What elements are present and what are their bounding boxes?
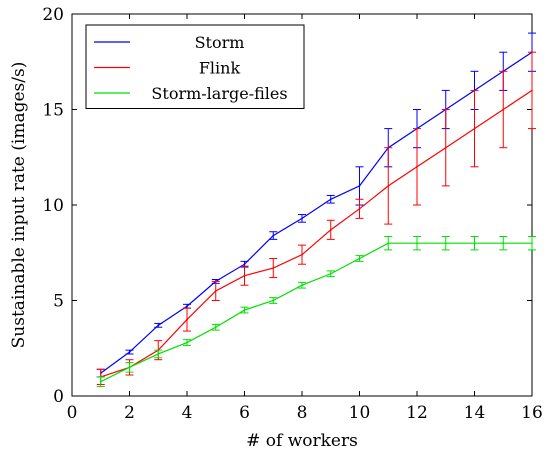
data-point: [157, 324, 160, 327]
series-flink: [96, 51, 536, 386]
data-point: [301, 284, 303, 287]
data-point: [329, 229, 332, 231]
data-point: [416, 242, 418, 244]
legend-label: Storm-large-files: [151, 84, 287, 103]
data-point: [243, 309, 246, 311]
data-point: [329, 198, 332, 201]
series-line: [100, 51, 533, 374]
x-axis-label: # of workers: [246, 431, 358, 451]
y-axis-label: Sustainable input rate (images/s): [9, 62, 29, 349]
data-point: [214, 290, 217, 292]
x-tick-label: 14: [464, 403, 486, 423]
y-tick-label: 20: [42, 5, 64, 25]
data-point: [531, 242, 533, 244]
data-point: [416, 166, 418, 168]
y-tick-label: 0: [53, 387, 64, 407]
y-tick-label: 5: [53, 292, 64, 312]
data-point: [128, 351, 131, 353]
y-tick-label: 15: [42, 101, 64, 121]
x-tick-label: 2: [124, 403, 135, 423]
data-point: [358, 208, 361, 210]
data-point: [473, 242, 476, 244]
data-point: [272, 299, 275, 302]
data-point: [387, 185, 390, 187]
data-point: [531, 89, 533, 92]
data-point: [272, 234, 275, 237]
data-point: [214, 326, 217, 329]
data-point: [473, 127, 476, 130]
data-point: [186, 318, 188, 321]
x-tick-label: 0: [67, 403, 78, 423]
x-tick-label: 16: [521, 403, 543, 423]
data-point: [157, 353, 160, 355]
y-tick-label: 10: [42, 196, 64, 216]
x-tick-label: 4: [182, 403, 193, 423]
data-point: [444, 242, 447, 244]
data-point: [301, 217, 303, 220]
x-tick-label: 12: [406, 403, 428, 423]
data-point: [99, 380, 102, 383]
series-line: [100, 89, 533, 378]
data-point: [502, 242, 505, 244]
data-point: [387, 242, 390, 244]
data-point: [301, 253, 303, 256]
x-tick-label: 6: [239, 403, 250, 423]
data-point: [243, 274, 246, 277]
legend-box: [85, 24, 305, 109]
x-tick-label: 10: [349, 403, 371, 423]
data-point: [358, 257, 361, 260]
series-line: [100, 242, 532, 383]
legend-label: Flink: [199, 59, 241, 78]
data-point: [502, 108, 505, 111]
data-point: [186, 341, 188, 344]
legend-label: Storm: [195, 33, 245, 52]
data-point: [329, 272, 332, 275]
data-point: [444, 146, 447, 149]
x-tick-label: 8: [297, 403, 308, 423]
data-point: [272, 267, 275, 269]
series-storm-large-files: [96, 236, 536, 387]
data-point: [358, 185, 361, 187]
data-point: [243, 263, 246, 266]
data-point: [186, 305, 188, 308]
data-point: [128, 366, 131, 369]
